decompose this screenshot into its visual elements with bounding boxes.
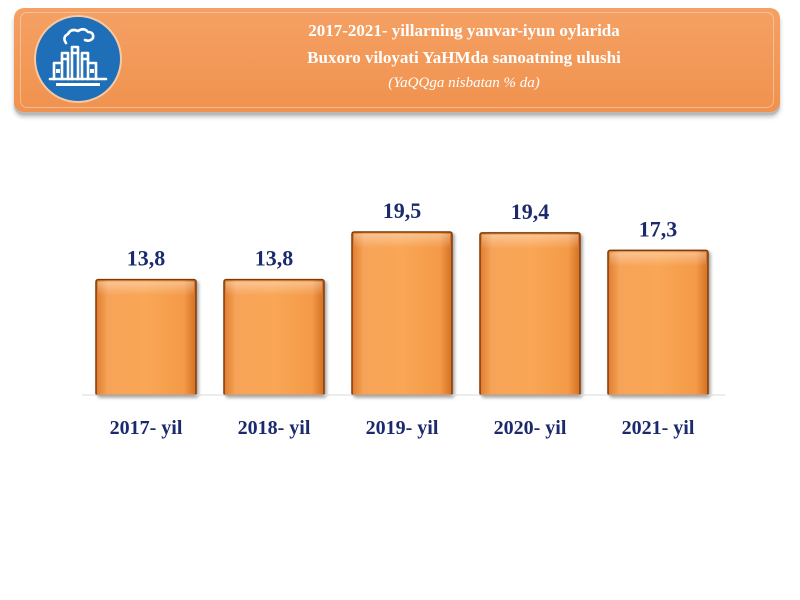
bar-1: [95, 278, 197, 396]
bar-highlight: [610, 252, 706, 267]
data-label-1: 13,8: [127, 246, 166, 271]
bar-highlight: [482, 234, 578, 249]
x-tick-label-4: 2020- yil: [494, 417, 567, 439]
bar-2: [223, 278, 325, 396]
bar-5: [607, 249, 709, 396]
x-tick-label-1: 2017- yil: [110, 417, 183, 439]
chart-subtitle: (YaQQga nisbatan % da): [388, 75, 540, 91]
bar-highlight: [354, 234, 450, 248]
data-label-3: 19,5: [383, 198, 422, 223]
bar-4: [479, 232, 581, 396]
chart-title-line-1: 2017-2021- yillarning yanvar-iyun oylari…: [308, 21, 620, 40]
bar-rect: [479, 232, 581, 396]
x-tick-label-2: 2018- yil: [238, 417, 311, 439]
bar-highlight: [98, 281, 194, 296]
bar-rect: [351, 231, 453, 396]
data-label-5: 17,3: [639, 216, 678, 241]
chart-title-line-2: Buxoro viloyati YaHMda sanoatning ulushi: [307, 48, 621, 67]
bar-rect: [95, 278, 197, 396]
bar-rect: [223, 278, 325, 396]
factory-icon: [34, 15, 122, 103]
bar-highlight: [226, 281, 322, 296]
bar-rect: [607, 249, 709, 396]
x-tick-label-5: 2021- yil: [622, 417, 695, 439]
data-label-4: 19,4: [511, 199, 550, 224]
data-label-2: 13,8: [255, 246, 294, 271]
bar-3: [351, 231, 453, 396]
header-banner: 2017-2021- yillarning yanvar-iyun oylari…: [14, 8, 780, 112]
x-tick-label-3: 2019- yil: [366, 417, 439, 439]
